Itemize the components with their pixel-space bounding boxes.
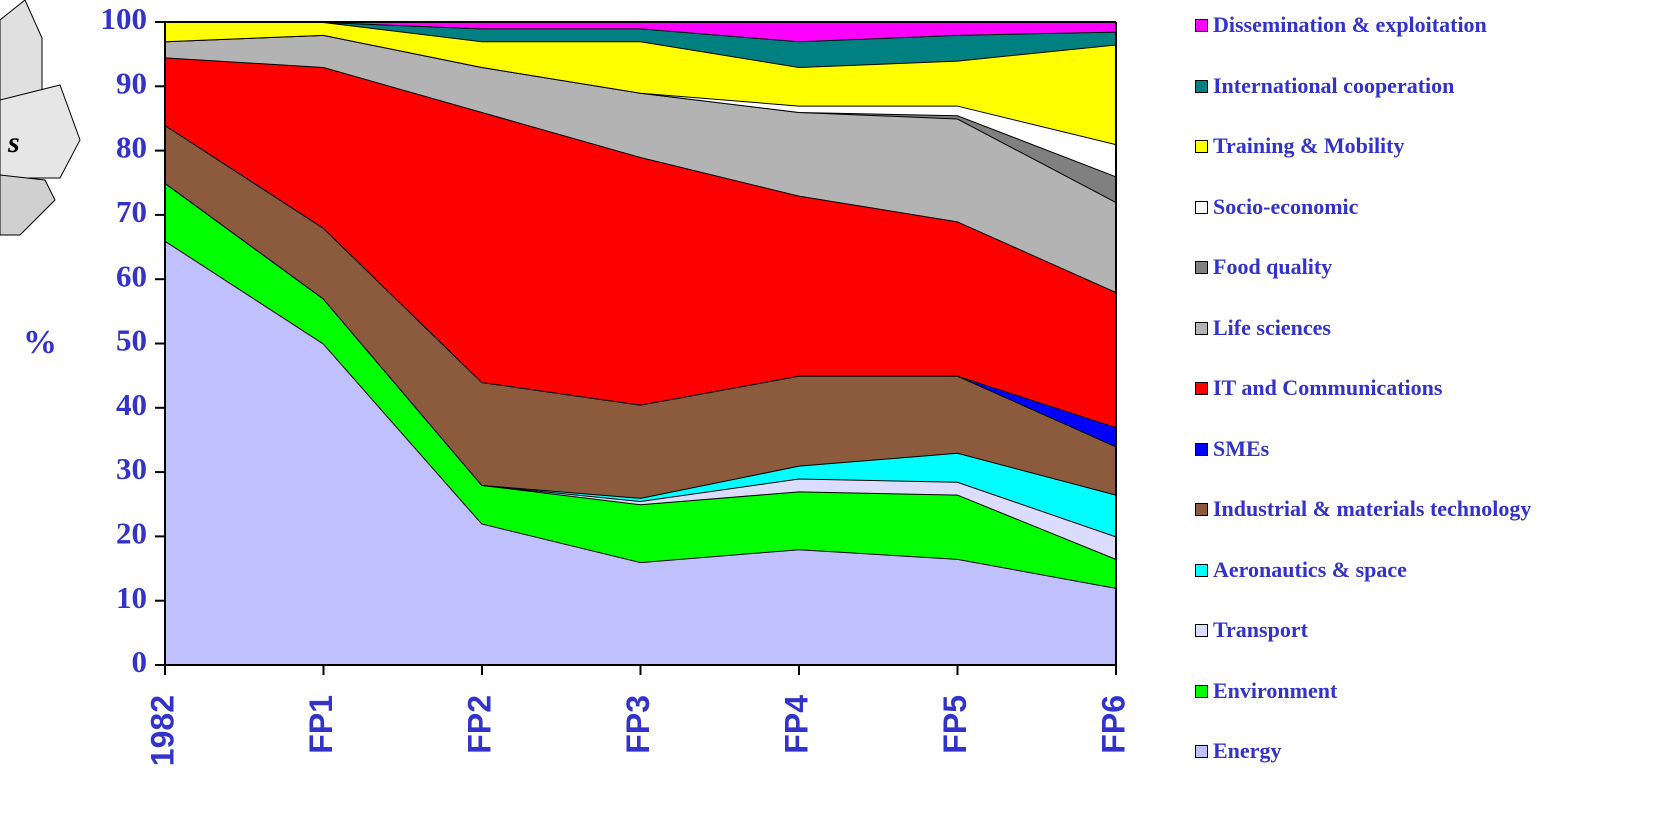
area xyxy=(165,182,1116,537)
decor-shape xyxy=(0,174,56,236)
area xyxy=(165,22,1116,42)
legend-label: Socio-economic xyxy=(1213,193,1359,219)
legend-swatch xyxy=(1195,19,1208,32)
legend-item: Training & Mobility xyxy=(1195,135,1565,157)
legend-label: IT and Communications xyxy=(1213,375,1443,400)
legend-item: Aeronautics & space xyxy=(1195,556,1565,582)
y-tick-label: 90 xyxy=(116,65,147,100)
legend-item: IT and Communications xyxy=(1195,377,1565,399)
area xyxy=(165,124,1116,498)
legend-swatch xyxy=(1195,745,1208,758)
legend-swatch xyxy=(1195,261,1208,274)
legend-label: Transport xyxy=(1213,617,1308,642)
x-tick-label: FP2 xyxy=(461,695,497,754)
x-tick-label: FP5 xyxy=(937,695,973,754)
legend-item: Environment xyxy=(1195,677,1565,703)
y-tick-label: 70 xyxy=(116,194,147,229)
x-tick-label: FP6 xyxy=(1095,695,1131,754)
area xyxy=(165,57,1116,428)
legend-item: Energy xyxy=(1195,740,1565,762)
decor-arrow xyxy=(0,84,81,179)
y-tick-label: 0 xyxy=(132,644,148,679)
area xyxy=(165,34,1116,293)
legend-item: Industrial & materials technology xyxy=(1195,498,1565,520)
y-tick-label: 80 xyxy=(116,130,147,165)
legend-label: Life sciences xyxy=(1213,314,1331,340)
area xyxy=(165,182,1116,588)
legend-label: International cooperation xyxy=(1213,72,1455,98)
x-tick-label: FP4 xyxy=(778,695,814,754)
decor-shape xyxy=(0,0,43,101)
plot-area: 0 10 20 30 40 50 60 70 80 90 100 1982 FP1 FP2 FP3 FP4 FP… xyxy=(101,1,1132,766)
legend-item: SMEs xyxy=(1195,435,1565,461)
legend-swatch xyxy=(1195,563,1208,577)
legend-item: Life sciences xyxy=(1195,314,1565,340)
legend-swatch xyxy=(1195,624,1208,637)
legend-swatch xyxy=(1195,200,1208,214)
y-tick-label: 40 xyxy=(116,387,147,422)
x-tick-label: 1982 xyxy=(144,695,180,766)
y-axis-label: % xyxy=(23,324,57,361)
area xyxy=(165,22,1116,145)
legend-swatch xyxy=(1195,79,1208,93)
legend-item: Transport xyxy=(1195,619,1565,641)
y-tick-label: 60 xyxy=(116,258,147,293)
y-tick-label: 20 xyxy=(116,516,147,551)
legend-item: Socio-economic xyxy=(1195,193,1565,219)
legend-item: Food quality xyxy=(1195,256,1565,278)
legend-swatch xyxy=(1195,503,1208,516)
x-tick-label: FP3 xyxy=(620,695,656,754)
legend-label: Energy xyxy=(1213,738,1282,763)
y-tick-label: 30 xyxy=(116,451,147,486)
legend-swatch xyxy=(1195,321,1208,335)
legend-swatch xyxy=(1195,382,1208,395)
legend-label: Training & Mobility xyxy=(1213,133,1405,158)
side-text: s xyxy=(7,126,20,159)
legend-label: SMEs xyxy=(1213,435,1270,461)
legend-swatch xyxy=(1195,140,1208,153)
legend-label: Environment xyxy=(1213,677,1338,703)
legend-label: Food quality xyxy=(1213,254,1333,279)
legend-item: International cooperation xyxy=(1195,72,1565,98)
legend-item: Dissemination & exploitation xyxy=(1195,14,1565,36)
legend-swatch xyxy=(1195,442,1208,456)
area xyxy=(165,22,1116,68)
y-tick-label: 10 xyxy=(116,580,147,615)
area xyxy=(165,240,1116,665)
y-tick-label: 50 xyxy=(116,323,147,358)
legend-label: Industrial & materials technology xyxy=(1213,496,1532,521)
legend-label: Aeronautics & space xyxy=(1213,556,1407,582)
legend-swatch xyxy=(1195,684,1208,698)
x-tick-label: FP1 xyxy=(303,695,339,754)
y-tick-label: 100 xyxy=(101,1,148,36)
legend-label: Dissemination & exploitation xyxy=(1213,12,1487,37)
